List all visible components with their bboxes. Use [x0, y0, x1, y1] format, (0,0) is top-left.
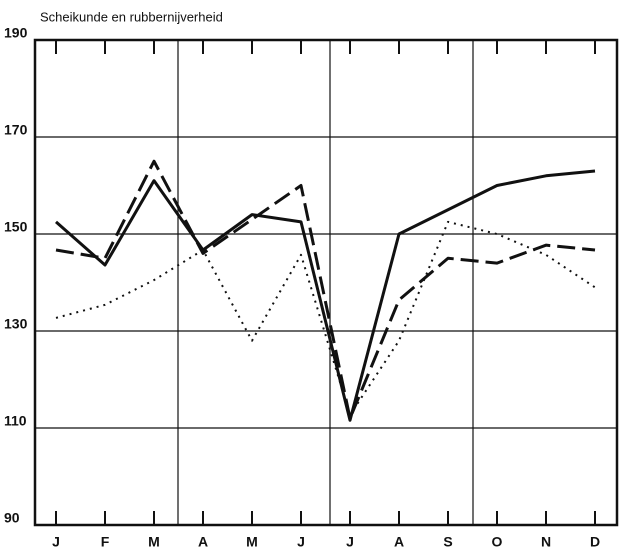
x-tick-label: A: [198, 534, 208, 550]
y-tick-label: 90: [4, 510, 20, 526]
x-tick-label: J: [346, 534, 354, 550]
x-tick-label: A: [394, 534, 404, 550]
chart-title: Scheikunde en rubbernijverheid: [40, 9, 223, 24]
y-tick-label: 150: [4, 219, 28, 235]
x-tick-label: D: [590, 534, 600, 550]
x-tick-label: O: [492, 534, 503, 550]
series-line: [55, 169, 596, 422]
y-tick-label: 170: [4, 122, 28, 138]
x-tick-label: F: [101, 534, 110, 550]
y-tick-label: 130: [4, 316, 28, 332]
x-tick-label: J: [297, 534, 305, 550]
x-tick-label: N: [541, 534, 551, 550]
x-tick-label: M: [246, 534, 258, 550]
series-line: [55, 220, 596, 416]
x-tick-label: S: [443, 534, 452, 550]
y-tick-label: 190: [4, 25, 28, 41]
x-tick-label: J: [52, 534, 60, 550]
series-line: [55, 159, 596, 420]
y-tick-label: 110: [4, 413, 27, 429]
x-tick-label: M: [148, 534, 160, 550]
plot-frame: [33, 38, 619, 527]
